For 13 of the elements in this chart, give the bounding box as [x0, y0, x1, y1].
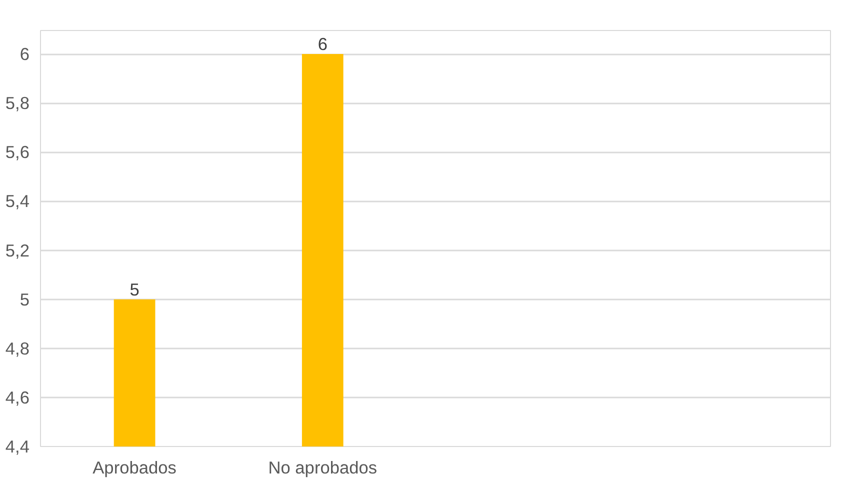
x-tick-label: No aprobados [268, 458, 378, 478]
x-tick-label: Aprobados [92, 458, 177, 478]
y-tick-label: 4,4 [5, 436, 30, 456]
y-tick-label: 5,2 [5, 240, 30, 260]
y-tick-label: 4,6 [5, 387, 30, 408]
y-tick-label: 4,8 [5, 338, 30, 358]
y-tick-label: 5,4 [5, 191, 30, 212]
y-tick-label: 5,6 [5, 142, 30, 162]
data-label: 5 [130, 279, 140, 300]
y-tick-label: 5 [20, 289, 30, 310]
data-label: 6 [318, 34, 328, 54]
y-tick-label: 5,8 [5, 93, 30, 114]
y-tick-label: 6 [20, 44, 30, 64]
